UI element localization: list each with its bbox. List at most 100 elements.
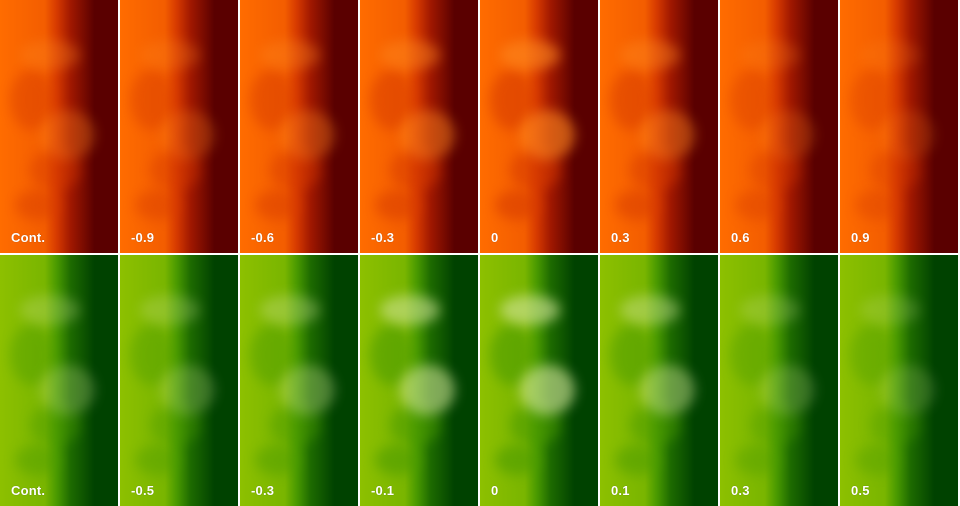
red-panel: 0 (480, 0, 598, 253)
panel-label: -0.1 (371, 483, 395, 498)
texture-blob (10, 325, 54, 385)
texture-blob (495, 190, 540, 220)
texture-blob (250, 325, 294, 385)
texture-blob (270, 150, 320, 190)
texture-blob (860, 295, 920, 325)
panel-label: 0.1 (611, 483, 630, 498)
texture-blob (630, 150, 680, 190)
texture-blob (500, 295, 560, 325)
green-panel: -0.5 (120, 255, 238, 506)
texture-blob (160, 365, 215, 415)
red-row: Cont. -0.9 -0.6 -0.3 0 0.3 0.6 0.9 (0, 0, 958, 253)
red-panel: Cont. (0, 0, 118, 253)
texture-blob (255, 445, 300, 475)
texture-blob (255, 190, 300, 220)
texture-blob (740, 295, 800, 325)
green-panel: 0.5 (840, 255, 958, 506)
texture-blob (640, 110, 695, 160)
red-panel: -0.3 (360, 0, 478, 253)
texture-blob (610, 325, 654, 385)
texture-blob (370, 70, 414, 130)
red-panel: -0.6 (240, 0, 358, 253)
texture-blob (30, 150, 80, 190)
texture-blob (495, 445, 540, 475)
texture-blob (40, 110, 95, 160)
green-panel: 0.1 (600, 255, 718, 506)
panel-label: Cont. (11, 230, 46, 245)
green-panel: Cont. (0, 255, 118, 506)
green-panel: -0.3 (240, 255, 358, 506)
panel-label: Cont. (11, 483, 46, 498)
texture-blob (135, 190, 180, 220)
texture-blob (280, 365, 335, 415)
texture-blob (30, 405, 80, 445)
texture-blob (135, 445, 180, 475)
texture-blob (610, 70, 654, 130)
red-panel: 0.6 (720, 0, 838, 253)
texture-blob (380, 295, 440, 325)
texture-blob (520, 365, 575, 415)
texture-blob (40, 365, 95, 415)
panel-label: 0.3 (611, 230, 630, 245)
texture-blob (850, 325, 894, 385)
texture-blob (760, 110, 815, 160)
panel-label: -0.3 (251, 483, 275, 498)
texture-blob (280, 110, 335, 160)
texture-blob (130, 325, 174, 385)
texture-blob (620, 295, 680, 325)
texture-blob (870, 405, 920, 445)
texture-blob (730, 325, 774, 385)
texture-blob (150, 150, 200, 190)
texture-blob (750, 150, 800, 190)
texture-blob (20, 40, 80, 70)
texture-blob (730, 70, 774, 130)
green-panel: 0.3 (720, 255, 838, 506)
texture-blob (400, 110, 455, 160)
panel-label: -0.3 (371, 230, 395, 245)
green-row: Cont. -0.5 -0.3 -0.1 0 0.1 0.3 0.5 (0, 255, 960, 506)
texture-blob (380, 40, 440, 70)
texture-blob (760, 365, 815, 415)
green-panel: 0 (480, 255, 598, 506)
texture-blob (620, 40, 680, 70)
panel-label: 0.9 (851, 230, 870, 245)
panel-label: 0.6 (731, 230, 750, 245)
texture-blob (250, 70, 294, 130)
texture-blob (615, 190, 660, 220)
texture-blob (855, 190, 900, 220)
texture-blob (140, 295, 200, 325)
red-panel: 0.9 (840, 0, 958, 253)
panel-label: 0.3 (731, 483, 750, 498)
texture-blob (855, 445, 900, 475)
texture-blob (150, 405, 200, 445)
texture-blob (735, 445, 780, 475)
texture-blob (15, 445, 60, 475)
texture-blob (740, 40, 800, 70)
texture-blob (400, 365, 455, 415)
texture-blob (140, 40, 200, 70)
texture-blob (260, 40, 320, 70)
texture-blob (270, 405, 320, 445)
panel-label: -0.6 (251, 230, 275, 245)
red-panel: -0.9 (120, 0, 238, 253)
green-panel: -0.1 (360, 255, 478, 506)
texture-blob (15, 190, 60, 220)
texture-blob (20, 295, 80, 325)
texture-blob (500, 40, 560, 70)
texture-blob (375, 445, 420, 475)
panel-label: -0.5 (131, 483, 155, 498)
texture-blob (260, 295, 320, 325)
panel-label: 0 (491, 230, 499, 245)
texture-blob (10, 70, 54, 130)
texture-blob (130, 70, 174, 130)
texture-blob (375, 190, 420, 220)
panel-label: 0 (491, 483, 499, 498)
texture-blob (160, 110, 215, 160)
texture-blob (880, 365, 935, 415)
texture-blob (860, 40, 920, 70)
panel-label: -0.9 (131, 230, 155, 245)
red-panel: 0.3 (600, 0, 718, 253)
panel-label: 0.5 (851, 483, 870, 498)
texture-blob (390, 150, 440, 190)
texture-blob (630, 405, 680, 445)
